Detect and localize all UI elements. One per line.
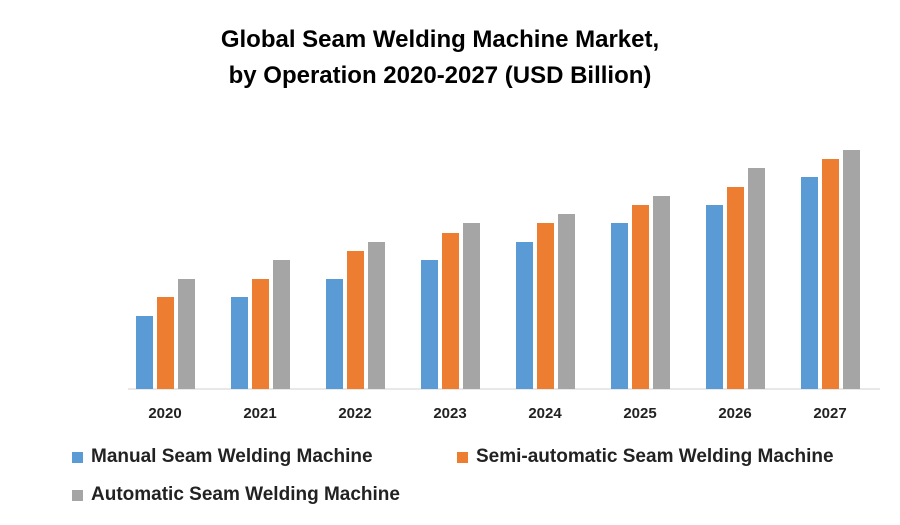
x-tick-label: 2024: [528, 405, 562, 422]
bar-2020-automatic: [178, 279, 195, 389]
chart-title-line2: by Operation 2020-2027 (USD Billion): [228, 62, 652, 89]
x-tick-label: 2026: [718, 405, 751, 422]
legend-swatch-semi-automatic: [457, 451, 468, 463]
bar-2026-semi-automatic: [727, 187, 744, 389]
x-tick-label: 2021: [243, 405, 276, 422]
bar-2026-manual: [706, 205, 723, 389]
bar-2022-semi-automatic: [347, 251, 364, 389]
bar-2027-automatic: [843, 150, 860, 389]
legend-item-semi-automatic: Semi-automatic Seam Welding Machine: [457, 446, 834, 468]
legend-item-manual: Manual Seam Welding Machine: [72, 446, 373, 468]
x-tick-label: 2022: [338, 405, 371, 422]
bar-2021-semi-automatic: [252, 279, 269, 389]
bar-2022-automatic: [368, 242, 385, 389]
legend-label-automatic: Automatic Seam Welding Machine: [91, 484, 400, 505]
legend-swatch-manual: [72, 451, 83, 463]
x-tick-label: 2025: [623, 405, 656, 422]
bar-2026-automatic: [748, 168, 765, 389]
bar-2027-manual: [801, 177, 818, 389]
legend-swatch-automatic: [72, 489, 83, 501]
bar-2023-semi-automatic: [442, 233, 459, 389]
bar-2025-manual: [611, 223, 628, 389]
legend-label-manual: Manual Seam Welding Machine: [91, 446, 373, 467]
bar-2021-manual: [231, 297, 248, 389]
bar-2025-automatic: [653, 196, 670, 389]
bar-2024-automatic: [558, 214, 575, 389]
bar-2023-manual: [421, 260, 438, 389]
chart-title-line1: Global Seam Welding Machine Market,: [220, 26, 660, 53]
bar-2023-automatic: [463, 223, 480, 389]
bar-2024-semi-automatic: [537, 223, 554, 389]
bar-2022-manual: [326, 279, 343, 389]
x-tick-label: 2020: [148, 405, 181, 422]
legend-item-automatic: Automatic Seam Welding Machine: [72, 484, 400, 506]
bar-2024-manual: [516, 242, 533, 389]
bar-2027-semi-automatic: [822, 159, 839, 389]
bar-2021-automatic: [273, 260, 290, 389]
x-tick-label: 2027: [813, 405, 846, 422]
bar-2020-manual: [136, 316, 153, 389]
bar-2020-semi-automatic: [157, 297, 174, 389]
bar-2025-semi-automatic: [632, 205, 649, 389]
legend-label-semi-automatic: Semi-automatic Seam Welding Machine: [476, 446, 834, 467]
x-tick-label: 2023: [433, 405, 466, 422]
